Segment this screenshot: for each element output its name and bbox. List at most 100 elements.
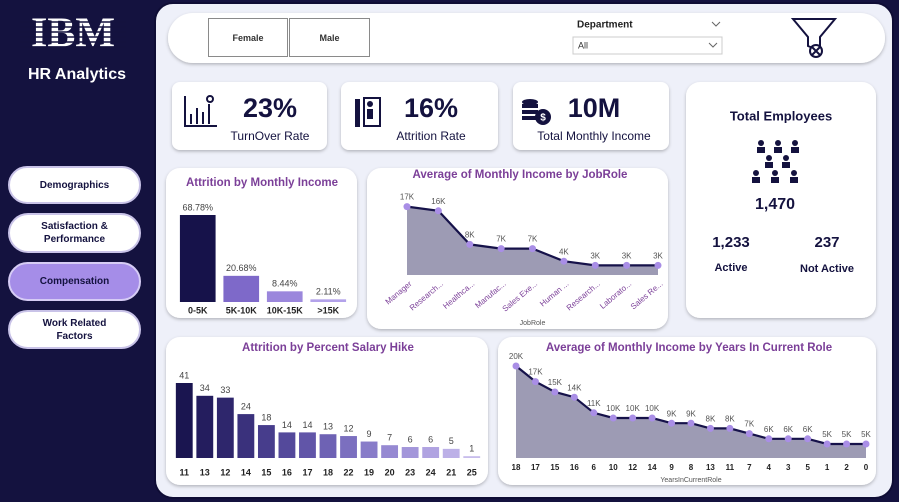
nav-button[interactable]: Compensation bbox=[8, 262, 141, 301]
x-tick-label: 18 bbox=[323, 467, 333, 477]
x-tick-label: 13 bbox=[200, 467, 210, 477]
x-tick-label: 6 bbox=[592, 463, 597, 472]
point bbox=[434, 207, 442, 215]
gender-filter[interactable]: Male bbox=[289, 18, 370, 57]
x-tick-label: 25 bbox=[467, 467, 477, 477]
bar bbox=[463, 456, 481, 458]
data-label: 2.11% bbox=[316, 287, 341, 297]
kpi-value: 10M bbox=[568, 93, 621, 123]
chevron bbox=[708, 42, 718, 48]
x-tick-label: 23 bbox=[405, 467, 415, 477]
x-tick-label: 16 bbox=[282, 467, 292, 477]
x-tick-label: 13 bbox=[706, 463, 715, 472]
app-title: HR Analytics bbox=[28, 66, 126, 83]
data-label: 1 bbox=[469, 444, 474, 454]
data-label: 6K bbox=[764, 425, 774, 434]
data-label: 3K bbox=[590, 252, 600, 261]
x-tick-label: 17 bbox=[531, 463, 540, 472]
nav-button[interactable]: Satisfaction & Performance bbox=[8, 213, 141, 253]
inactive-value: 237 bbox=[814, 234, 839, 251]
point bbox=[648, 414, 656, 422]
x-tick-label: 22 bbox=[344, 467, 354, 477]
bar bbox=[257, 425, 275, 458]
x-axis-title: YearsInCurrentRole bbox=[660, 477, 721, 484]
point bbox=[687, 419, 695, 427]
point bbox=[497, 245, 505, 253]
bar bbox=[299, 432, 316, 458]
point bbox=[623, 261, 631, 269]
nav-button[interactable]: Demographics bbox=[8, 166, 141, 204]
total-employees-card bbox=[686, 82, 876, 318]
kpi-value: 16% bbox=[404, 93, 458, 123]
point bbox=[804, 435, 812, 443]
active-value: 1,233 bbox=[712, 234, 750, 251]
bar bbox=[422, 447, 440, 458]
data-label: 33 bbox=[220, 385, 230, 395]
x-tick-label: 11 bbox=[180, 467, 190, 477]
x-tick-label: 4 bbox=[767, 463, 772, 472]
data-label: 7K bbox=[744, 420, 754, 429]
data-label: 6 bbox=[428, 434, 433, 444]
gender-filter[interactable]: Female bbox=[208, 18, 288, 57]
chart-title: Average of Monthly Income by Years In Cu… bbox=[546, 342, 832, 354]
point bbox=[862, 440, 870, 448]
x-tick-label: 10 bbox=[609, 463, 618, 472]
x-tick-label: 14 bbox=[241, 467, 251, 477]
bar bbox=[278, 432, 296, 458]
chart-title: Attrition by Monthly Income bbox=[186, 177, 338, 189]
logo-stripes bbox=[20, 21, 126, 48]
department-label: Department bbox=[577, 20, 633, 31]
clear-filter-icon[interactable] bbox=[790, 18, 838, 58]
point bbox=[551, 388, 559, 396]
data-label: 20.68% bbox=[226, 263, 257, 273]
point bbox=[591, 261, 599, 269]
inactive-label: Not Active bbox=[800, 263, 854, 275]
bar bbox=[266, 291, 303, 302]
turnover-icon bbox=[184, 95, 217, 127]
data-label: 17K bbox=[400, 193, 415, 202]
data-label: 8K bbox=[465, 231, 475, 240]
logo: IBM bbox=[31, 11, 115, 57]
point bbox=[512, 362, 520, 370]
bar bbox=[237, 414, 255, 458]
point bbox=[745, 430, 753, 438]
point bbox=[668, 419, 676, 427]
data-label: 5K bbox=[822, 430, 832, 439]
x-tick-label: 10K-15K bbox=[267, 305, 304, 315]
point bbox=[823, 440, 831, 448]
x-tick-label: 18 bbox=[512, 463, 521, 472]
point bbox=[529, 245, 536, 253]
data-label: 5K bbox=[861, 430, 871, 439]
attrition-icon bbox=[355, 97, 381, 127]
point bbox=[629, 414, 637, 422]
x-tick-label: 5K-10K bbox=[226, 305, 258, 315]
data-label: 14K bbox=[567, 383, 582, 392]
bar bbox=[319, 434, 337, 458]
bar bbox=[175, 383, 193, 458]
x-tick-label: 8 bbox=[689, 463, 694, 472]
kpi-label: TurnOver Rate bbox=[231, 129, 310, 143]
data-label: 8.44% bbox=[272, 279, 298, 289]
bar bbox=[223, 275, 260, 302]
data-label: 9 bbox=[367, 429, 372, 439]
kpi-card bbox=[513, 82, 669, 150]
department-value: All bbox=[578, 40, 588, 50]
point bbox=[843, 440, 851, 448]
active-label: Active bbox=[714, 262, 747, 274]
x-tick-label: 19 bbox=[364, 467, 374, 477]
point bbox=[765, 435, 773, 443]
data-label: 10K bbox=[606, 404, 621, 413]
kpi-value: 23% bbox=[243, 93, 297, 123]
bar bbox=[216, 397, 234, 458]
x-tick-label: 12 bbox=[220, 467, 230, 477]
x-tick-label: 12 bbox=[628, 463, 637, 472]
x-tick-label: 7 bbox=[747, 463, 752, 472]
data-label: 6 bbox=[408, 434, 413, 444]
department-dropdown[interactable] bbox=[572, 36, 723, 55]
data-label: 16K bbox=[431, 197, 446, 206]
bar bbox=[310, 299, 347, 302]
kpi-label: Total Monthly Income bbox=[537, 129, 651, 143]
x-tick-label: 9 bbox=[669, 463, 674, 472]
nav-button[interactable]: Work Related Factors bbox=[8, 310, 141, 349]
